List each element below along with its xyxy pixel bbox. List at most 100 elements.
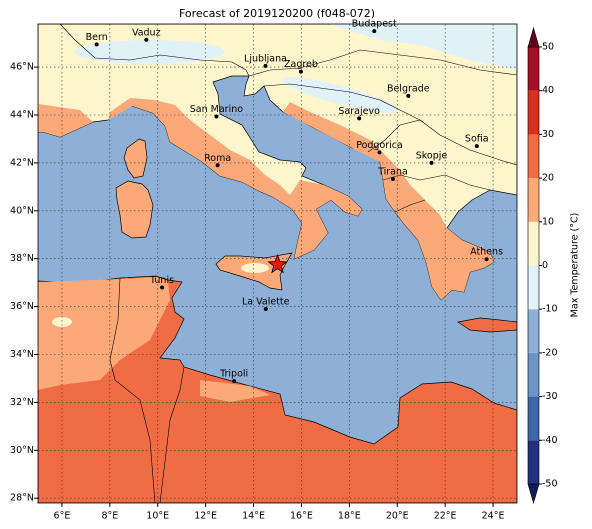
city-dot (232, 379, 237, 384)
city-dot (263, 63, 268, 68)
city-dot (390, 176, 395, 181)
colorbar-band (528, 178, 539, 222)
border (382, 174, 491, 191)
colorbar-tick-label: 10 (542, 216, 554, 227)
y-tick-label: 40°N (10, 205, 34, 216)
x-tick-label: 8°E (101, 511, 118, 522)
border (109, 277, 156, 503)
city-dot (484, 257, 489, 262)
x-tick-label: 20°E (386, 511, 409, 522)
y-tick-label: 34°N (10, 349, 34, 360)
city-label: Budapest (352, 19, 397, 30)
city-label: Tunis (149, 275, 174, 286)
colorbar-band (528, 265, 539, 310)
colorbar-extend (527, 483, 540, 505)
city-label: Sofia (465, 134, 489, 145)
map-title: Forecast of 2019120200 (f048-072) (179, 7, 375, 20)
city-dot (429, 160, 434, 165)
corsica (123, 138, 148, 179)
city-dot (372, 29, 377, 34)
x-tick-label: 18°E (338, 511, 361, 522)
city-dot (474, 144, 479, 149)
city-label: San Marino (190, 104, 243, 115)
city-label: Zagreb (284, 59, 318, 70)
colorbar-band (528, 352, 539, 397)
city-dot (377, 150, 382, 155)
y-tick-label: 44°N (10, 110, 34, 121)
warm-zone (108, 98, 362, 259)
cool-zone (330, 24, 517, 70)
city-dot (160, 285, 165, 290)
sardinia (115, 180, 154, 239)
colorbar-extend (527, 26, 540, 48)
city-label: Ljubljana (244, 53, 287, 64)
warm-zone (38, 104, 93, 137)
city-dot (214, 114, 219, 119)
city-label: Bern (86, 32, 108, 43)
colorbar-tick-label: 20 (542, 173, 554, 184)
border (367, 119, 517, 166)
city-label: Skopje (416, 150, 448, 161)
city-label: La Valette (242, 297, 290, 308)
cool-zone (75, 40, 225, 64)
mild-zone (52, 317, 72, 327)
x-tick-label: 16°E (290, 511, 313, 522)
location-marker (267, 254, 288, 274)
y-tick-label: 28°N (10, 493, 34, 504)
city-dot (357, 116, 362, 121)
city-label: Athens (470, 247, 503, 258)
city-label: Roma (204, 153, 231, 164)
y-tick-label: 38°N (10, 253, 34, 264)
warm-zone (38, 277, 170, 390)
map-frame (37, 23, 518, 504)
colorbar-tick-label: -10 (542, 304, 558, 315)
warm-zone (200, 380, 270, 402)
city-label: Tripoli (219, 369, 248, 380)
x-tick-label: 14°E (242, 511, 265, 522)
city-dot (298, 69, 303, 74)
border (248, 49, 517, 77)
x-tick-label: 10°E (146, 511, 169, 522)
city-label: Sarajevo (338, 106, 380, 117)
colorbar-tick-label: 50 (542, 42, 554, 53)
colorbar: -50 -40 -30 -20 -10 0 10 20 30 40 50 (527, 26, 558, 505)
colorbar-band (528, 309, 539, 353)
border (394, 199, 426, 213)
y-tick-label: 42°N (10, 157, 34, 168)
crete (457, 317, 517, 333)
colorbar-tick-label: -40 (542, 435, 558, 446)
graticule: 6°E 8°E 10°E 12°E 14°E 16°E 18°E 20°E 22°E 24°E 28… (10, 24, 517, 522)
colorbar-tick-label: 40 (542, 85, 554, 96)
colorbar-band (528, 134, 539, 179)
city-dot (94, 42, 99, 47)
colorbar-tick-label: 30 (542, 129, 554, 140)
colorbar-tick-label: -50 (542, 479, 558, 490)
city-dot (263, 307, 268, 312)
city-label: Podgorica (356, 140, 403, 151)
city-dot (406, 93, 411, 98)
colorbar-band (528, 47, 539, 91)
border (263, 83, 421, 121)
x-tick-label: 6°E (54, 511, 71, 522)
colorbar-tick-label: -20 (542, 347, 558, 358)
colorbar-band (528, 221, 539, 266)
border (59, 24, 250, 77)
warm-zone (283, 102, 494, 300)
city-label: Belgrade (387, 83, 430, 94)
city-dot (144, 37, 149, 42)
y-tick-label: 36°N (10, 301, 34, 312)
city-label: Tirana (377, 166, 408, 177)
colorbar-label: Max Temperature (°C) (570, 213, 581, 318)
colorbar-tick-label: -30 (542, 391, 558, 402)
cool-zone (281, 77, 399, 113)
y-tick-label: 46°N (10, 62, 34, 73)
colorbar-band (528, 440, 539, 484)
x-tick-label: 12°E (194, 511, 217, 522)
city-dot (215, 163, 220, 168)
colorbar-band (528, 396, 539, 441)
x-tick-label: 22°E (434, 511, 457, 522)
colorbar-band (528, 90, 539, 135)
y-tick-label: 30°N (10, 445, 34, 456)
